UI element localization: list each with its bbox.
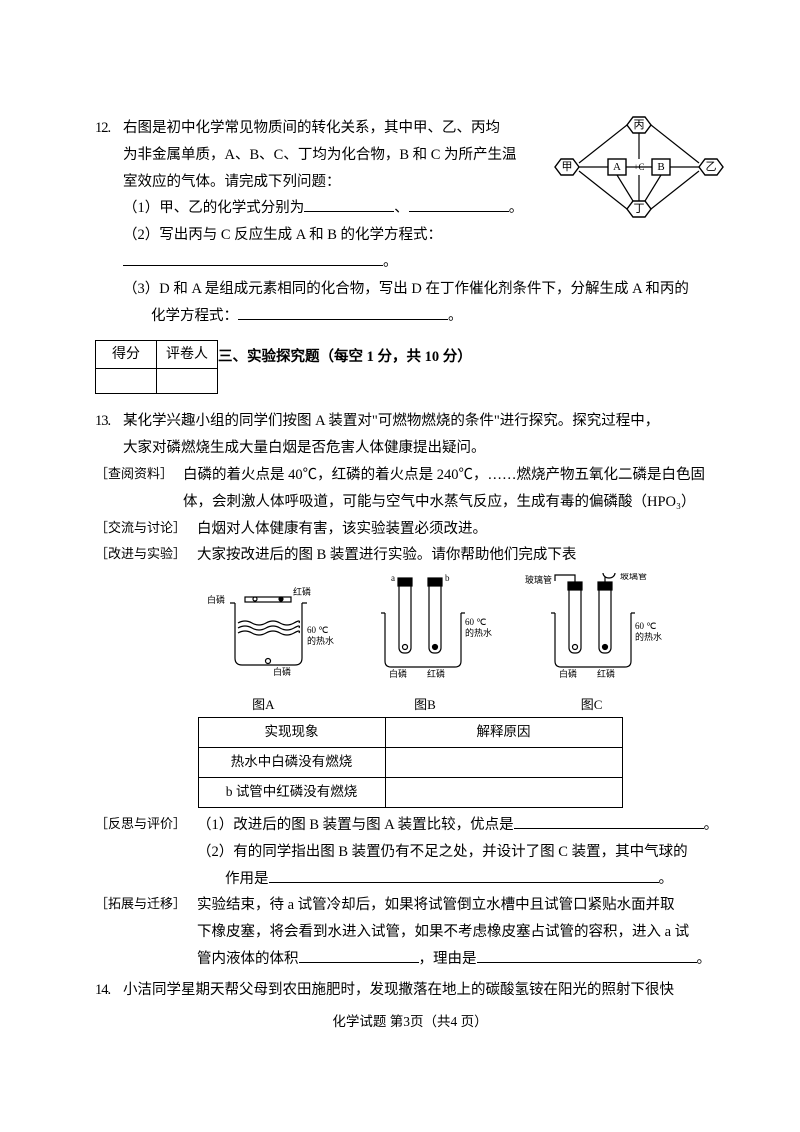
q12-p1-sep: 、 <box>394 200 409 216</box>
experiment-table: 实现现象 解释原因 热水中白磷没有燃烧 b 试管中红磷没有燃烧 <box>198 717 623 808</box>
experiment-diagrams: 白磷 红磷 60 ℃ 的热水 白磷 <box>135 573 725 717</box>
table-row-2: b 试管中红磷没有燃烧 <box>198 778 385 808</box>
table-header-1: 实现现象 <box>198 718 385 748</box>
svg-text:红磷: 红磷 <box>597 668 615 679</box>
q13-imp: 大家按改进后的图 B 装置进行实验。请你帮助他们完成下表 <box>197 542 576 569</box>
svg-text:a: a <box>391 573 395 583</box>
svg-text:60 ℃: 60 ℃ <box>307 625 328 635</box>
svg-text:的热水: 的热水 <box>465 627 492 638</box>
blank-input[interactable] <box>123 251 383 267</box>
svg-text:60 ℃: 60 ℃ <box>635 621 656 631</box>
q13-ext-end: 。 <box>697 951 712 967</box>
fig-b-caption: 图B <box>350 693 500 717</box>
q13-ref-1: 白磷的着火点是 40℃，红磷的着火点是 240℃，……燃烧产物五氧化二磷是白色固 <box>183 462 725 489</box>
q13-ext-3a: 管内液体的体积 <box>197 951 299 967</box>
score-table: 得分 评卷人 <box>95 340 218 395</box>
q12-node-top: 丙 <box>634 119 645 131</box>
blank-input[interactable] <box>304 197 394 213</box>
blank-input[interactable] <box>409 197 509 213</box>
q13-ext-3b: ，理由是 <box>419 951 477 967</box>
extend-tag: ［拓展与迁移］ <box>95 892 197 919</box>
q13-ext-2: 下橡皮塞，将会看到水进入试管，如果不考虑橡皮塞占试管的容积，进入 a 试 <box>95 919 725 946</box>
svg-text:红磷: 红磷 <box>427 668 445 679</box>
q12-diagram: 丙 甲 乙 A +C B 丁 <box>553 113 725 238</box>
svg-text:的热水: 的热水 <box>635 631 662 642</box>
q12-node-c: +C <box>633 162 644 172</box>
q13-disc: 白烟对人体健康有害，该实验装置必须改进。 <box>197 516 487 543</box>
q12-stem-1: 右图是初中化学常见物质间的转化关系，其中甲、乙、丙均 <box>123 115 545 142</box>
svg-text:白磷: 白磷 <box>559 668 577 679</box>
score-cell[interactable] <box>96 369 157 394</box>
reference-tag: ［查阅资料］ <box>95 462 183 489</box>
review-tag: ［反思与评价］ <box>95 812 197 839</box>
q12-node-bottom: 丁 <box>634 203 645 215</box>
question-13: 13. 某化学兴趣小组的同学们按图 A 装置对"可燃物燃烧的条件"进行探究。探究… <box>95 408 725 973</box>
discussion-tag: ［交流与讨论］ <box>95 516 197 543</box>
q12-node-b: B <box>657 161 664 173</box>
q13-rev1-end: 。 <box>704 817 719 833</box>
table-cell-blank[interactable] <box>385 748 622 778</box>
improve-tag: ［改进与实验］ <box>95 542 197 569</box>
blank-input[interactable] <box>514 814 704 830</box>
svg-text:b: b <box>445 573 450 583</box>
q13-ext-1: 实验结束，待 a 试管冷却后，如果将试管倒立水槽中且试管口紧贴水面并取 <box>197 892 725 919</box>
svg-text:60 ℃: 60 ℃ <box>465 617 486 627</box>
svg-text:白磷: 白磷 <box>273 666 291 677</box>
q12-node-right: 乙 <box>706 160 717 173</box>
q12-p3-l1: （3）D 和 A 是组成元素相同的化合物，写出 D 在丁作催化剂条件下，分解生成… <box>95 276 725 303</box>
q13-rev1: （1）改进后的图 B 装置与图 A 装置比较，优点是 <box>197 817 514 833</box>
q13-number: 13. <box>95 408 123 435</box>
table-header-2: 解释原因 <box>385 718 622 748</box>
svg-text:红磷: 红磷 <box>293 586 311 597</box>
blank-input[interactable] <box>238 304 448 320</box>
q12-p2-end: 。 <box>383 254 398 270</box>
q12-node-a: A <box>613 161 621 173</box>
fig-c-caption: 图C <box>517 693 667 717</box>
q12-number: 12. <box>95 115 123 142</box>
q13-stem-2: 大家对磷燃烧生成大量白烟是否危害人体健康提出疑问。 <box>95 435 725 462</box>
q13-ref-2: 体，会刺激人体呼吸道，可能与空气中水蒸气反应，生成有毒的偏磷酸（HPO₃） <box>95 489 725 516</box>
grader-label: 评卷人 <box>157 340 218 369</box>
blank-input[interactable] <box>477 948 697 964</box>
q13-rev2-l1: （2）有的同学指出图 B 装置仍有不足之处，并设计了图 C 装置，其中气球的 <box>95 839 725 866</box>
blank-input[interactable] <box>299 948 419 964</box>
svg-text:白磷: 白磷 <box>207 594 225 605</box>
q12-p3-end: 。 <box>448 308 463 324</box>
svg-text:玻璃管: 玻璃管 <box>525 574 552 585</box>
q13-stem-1: 某化学兴趣小组的同学们按图 A 装置对"可燃物燃烧的条件"进行探究。探究过程中， <box>123 408 725 435</box>
q12-p1-end: 。 <box>509 200 524 216</box>
q14-number: 14. <box>95 977 123 1004</box>
table-cell-blank[interactable] <box>385 778 622 808</box>
page-footer: 化学试题 第3页（共4 页） <box>95 1010 725 1035</box>
svg-text:的热水: 的热水 <box>307 635 334 646</box>
q12-node-left: 甲 <box>562 161 573 173</box>
q13-rev2-end: 。 <box>659 871 674 887</box>
q13-rev2-l2: 作用是 <box>225 871 269 887</box>
question-14: 14. 小洁同学星期天帮父母到农田施肥时，发现撒落在地上的碳酸氢铵在阳光的照射下… <box>95 977 725 1004</box>
fig-a-caption: 图A <box>193 693 333 717</box>
q12-p1: （1）甲、乙的化学式分别为 <box>123 200 304 216</box>
table-row-1: 热水中白磷没有燃烧 <box>198 748 385 778</box>
score-label: 得分 <box>96 340 157 369</box>
blank-input[interactable] <box>269 867 659 883</box>
q14-stem: 小洁同学星期天帮父母到农田施肥时，发现撒落在地上的碳酸氢铵在阳光的照射下很快 <box>123 977 725 1004</box>
q12-p3-l2: 化学方程式： <box>151 308 238 324</box>
svg-text:白磷: 白磷 <box>389 668 407 679</box>
grader-cell[interactable] <box>157 369 218 394</box>
svg-text:玻璃管: 玻璃管 <box>620 573 647 581</box>
